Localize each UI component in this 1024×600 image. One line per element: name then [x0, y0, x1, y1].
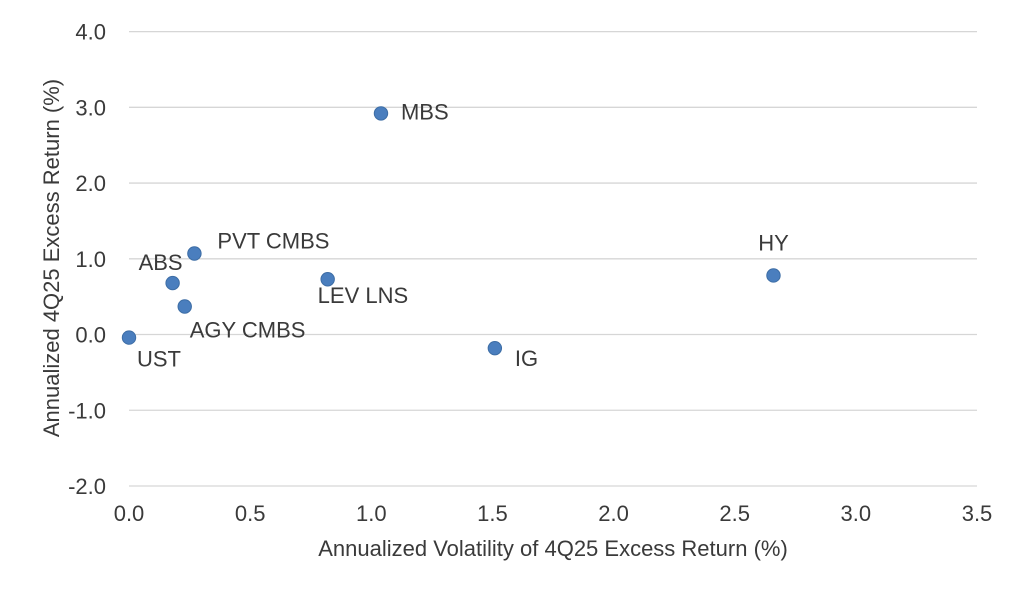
x-tick-label: 0.0	[114, 501, 145, 526]
point-label-lev-lns: LEV LNS	[318, 283, 409, 308]
point-label-mbs: MBS	[401, 99, 449, 124]
point-lev-lns	[320, 272, 335, 287]
y-tick-label: -1.0	[68, 398, 106, 423]
point-label-ig: IG	[515, 346, 538, 371]
point-label-agy-cmbs: AGY CMBS	[190, 318, 306, 343]
x-tick-label: 1.0	[356, 501, 387, 526]
x-tick-label: 3.5	[962, 501, 993, 526]
point-label-ust: UST	[137, 347, 181, 372]
point-abs	[165, 275, 180, 291]
y-tick-label: 4.0	[75, 20, 106, 45]
point-ig	[487, 340, 503, 356]
point-hy	[766, 268, 781, 283]
point-label-hy: HY	[758, 230, 789, 255]
point-label-abs: ABS	[139, 250, 183, 275]
x-tick-label: 2.0	[598, 501, 629, 526]
y-tick-label: 2.0	[75, 171, 106, 196]
x-tick-label: 1.5	[477, 501, 508, 526]
y-tick-label: 3.0	[75, 95, 106, 120]
x-tick-label: 0.5	[235, 501, 266, 526]
y-tick-label: -2.0	[68, 474, 106, 499]
x-tick-label: 2.5	[719, 501, 750, 526]
point-agy-cmbs	[177, 299, 192, 314]
x-axis-title: Annualized Volatility of 4Q25 Excess Ret…	[318, 536, 788, 561]
point-ust	[121, 330, 137, 345]
point-pvt-cmbs	[187, 246, 202, 261]
point-mbs	[373, 106, 389, 121]
y-tick-label: 1.0	[75, 247, 106, 272]
y-axis-title: Annualized 4Q25 Excess Return (%)	[39, 78, 64, 438]
x-tick-label: 3.0	[841, 501, 872, 526]
point-label-pvt-cmbs: PVT CMBS	[217, 228, 329, 253]
y-tick-label: 0.0	[75, 323, 106, 348]
